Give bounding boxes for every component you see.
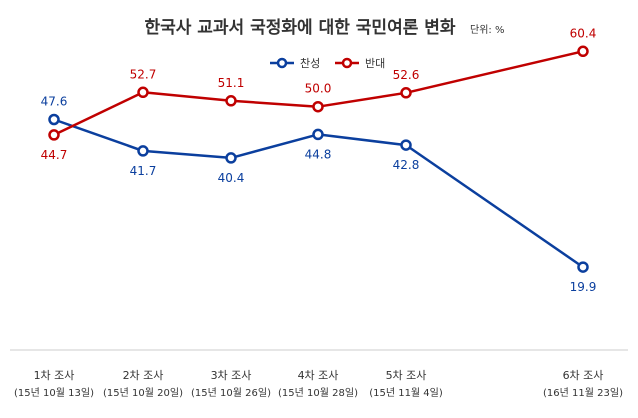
value-label-s2-5: 52.6 [393, 68, 420, 82]
x-tick-sublabel-4: (15년 10월 28일) [278, 387, 358, 399]
data-point-s1-6 [577, 261, 589, 273]
data-point-s2-1 [48, 129, 60, 141]
series-line-1 [53, 118, 584, 269]
legend-label-1: 찬성 [300, 56, 320, 70]
series-line-2 [53, 50, 584, 137]
data-point-s1-1 [48, 113, 60, 126]
legend: 찬성 반대 [270, 56, 385, 70]
x-tick-sublabel-6: (16년 11월 23일) [543, 387, 623, 399]
x-tick-label-3: 3차 조사 [211, 369, 252, 382]
legend-marker-1 [276, 57, 288, 69]
x-tick-label-6: 6차 조사 [563, 369, 604, 382]
series-lines [53, 50, 584, 269]
data-point-s2-2 [137, 86, 149, 99]
value-label-s1-6: 19.9 [570, 280, 597, 294]
x-tick-label-5: 5차 조사 [386, 369, 427, 382]
series-points [48, 45, 589, 273]
x-axis-labels: 1차 조사 (15년 10월 13일) 2차 조사 (15년 10월 20일) 3차 조… [14, 369, 623, 399]
data-point-s1-4 [312, 128, 324, 141]
value-label-s2-3: 51.1 [218, 76, 245, 90]
data-point-s1-5 [400, 139, 412, 151]
value-label-s2-4: 50.0 [305, 82, 332, 96]
value-label-s2-6: 60.4 [570, 26, 597, 40]
value-label-s1-5: 42.8 [393, 158, 420, 172]
value-label-s1-1: 47.6 [41, 95, 68, 109]
legend-label-2: 반대 [365, 57, 385, 70]
data-point-s2-4 [312, 100, 324, 113]
unit-label: 단위: % [470, 23, 504, 36]
value-labels: 47.6 41.7 40.4 44.8 42.8 19.9 44.7 52.7 51.1 50.0… [41, 26, 597, 294]
legend-marker-2 [341, 57, 353, 69]
x-tick-sublabel-3: (15년 10월 26일) [191, 387, 271, 399]
x-tick-label-1: 1차 조사 [34, 369, 75, 382]
data-point-s2-3 [225, 95, 237, 107]
x-tick-label-4: 4차 조사 [298, 369, 339, 382]
data-point-s2-5 [400, 87, 412, 99]
value-label-s1-4: 44.8 [305, 147, 332, 161]
x-tick-sublabel-1: (15년 10월 13일) [14, 387, 94, 399]
data-point-s2-6 [577, 45, 589, 58]
value-label-s1-2: 41.7 [130, 164, 157, 178]
x-tick-sublabel-2: (15년 10월 20일) [103, 387, 183, 399]
data-point-s1-2 [137, 145, 149, 157]
value-label-s2-2: 52.7 [130, 67, 157, 81]
data-point-s1-3 [225, 152, 237, 164]
value-label-s1-3: 40.4 [218, 171, 245, 185]
value-label-s2-1: 44.7 [41, 148, 68, 162]
x-tick-label-2: 2차 조사 [123, 369, 164, 382]
chart-title: 한국사 교과서 국정화에 대한 국민여론 변화 [144, 18, 455, 38]
x-tick-sublabel-5: (15년 11월 4일) [369, 387, 443, 399]
